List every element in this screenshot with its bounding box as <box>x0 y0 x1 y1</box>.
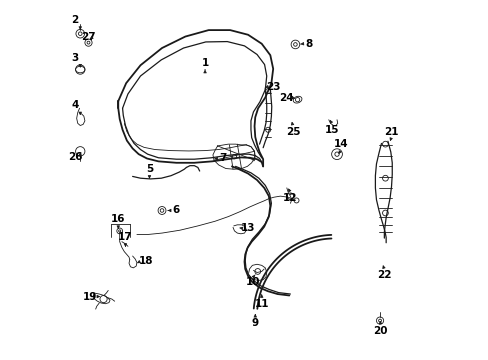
Text: 27: 27 <box>81 32 96 41</box>
Text: 17: 17 <box>118 232 132 242</box>
Text: 16: 16 <box>111 215 125 224</box>
Text: 23: 23 <box>265 82 280 92</box>
Text: 2: 2 <box>71 15 79 26</box>
Text: 18: 18 <box>139 256 153 266</box>
Text: 1: 1 <box>201 58 208 68</box>
Text: 9: 9 <box>251 319 258 328</box>
Text: 11: 11 <box>254 299 268 309</box>
Text: 22: 22 <box>376 270 391 280</box>
Text: 20: 20 <box>373 325 387 336</box>
Text: 13: 13 <box>241 224 255 233</box>
Text: 14: 14 <box>333 139 348 149</box>
Text: 12: 12 <box>283 193 297 203</box>
Text: 24: 24 <box>279 93 293 103</box>
Text: 25: 25 <box>285 127 300 136</box>
Text: 21: 21 <box>384 127 398 136</box>
Text: 19: 19 <box>82 292 97 302</box>
Text: 10: 10 <box>246 277 260 287</box>
Text: 15: 15 <box>325 125 339 135</box>
Text: 7: 7 <box>219 153 226 163</box>
Text: 5: 5 <box>145 164 153 174</box>
Text: 3: 3 <box>71 53 79 63</box>
Text: 4: 4 <box>71 100 79 110</box>
Text: 8: 8 <box>305 39 312 49</box>
Text: 26: 26 <box>68 152 82 162</box>
Text: 6: 6 <box>172 206 180 216</box>
